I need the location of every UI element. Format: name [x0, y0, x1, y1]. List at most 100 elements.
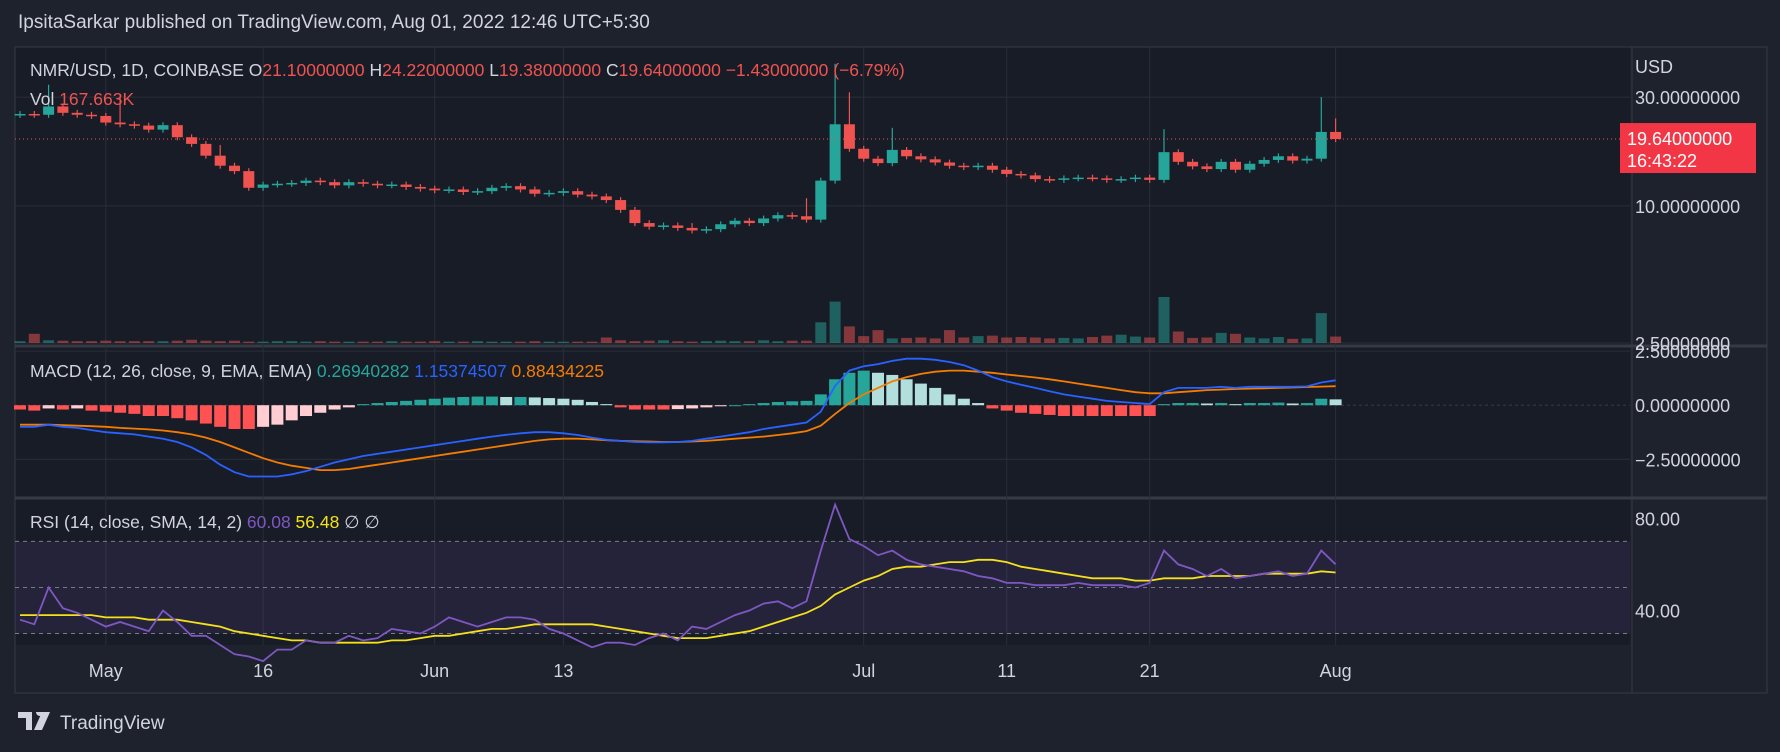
volume-bar	[686, 341, 698, 343]
volume-bar	[372, 341, 383, 343]
macd-histogram-bar	[314, 405, 327, 413]
tradingview-logo[interactable]: TradingView	[18, 708, 165, 736]
macd-histogram-bar	[1043, 405, 1056, 415]
macd-histogram-bar	[1272, 402, 1285, 406]
last-price-value: 19.64000000	[1627, 129, 1732, 149]
macd-histogram-bar	[671, 405, 684, 410]
volume-bar	[457, 341, 469, 343]
volume-bar	[329, 341, 341, 343]
volume-bar	[986, 335, 998, 343]
candle-body	[1129, 177, 1141, 180]
candle-body	[529, 189, 541, 194]
candle-body	[86, 114, 97, 117]
macd-histogram-bar	[56, 405, 69, 410]
candle-body	[1029, 175, 1041, 180]
macd-histogram-bar	[1215, 403, 1228, 406]
volume-bar	[1058, 337, 1070, 343]
macd-histogram-bar	[199, 405, 212, 424]
candle-body	[1187, 161, 1199, 167]
candle-body	[1230, 161, 1241, 170]
volume-bar	[1287, 338, 1299, 343]
macd-histogram-bar	[1301, 403, 1313, 406]
volume-bar	[186, 339, 198, 343]
macd-histogram-bar	[371, 403, 384, 406]
macd-histogram-bar	[800, 400, 813, 406]
macd-signal-value: 0.88434225	[512, 361, 604, 381]
macd-histogram-bar	[42, 405, 55, 409]
candle-body	[829, 124, 841, 181]
volume-bar	[171, 340, 183, 343]
publisher-header: IpsitaSarkar published on TradingView.co…	[18, 12, 650, 33]
macd-histogram-bar	[171, 405, 184, 419]
volume-value: 167.663K	[59, 89, 134, 109]
volume-bar	[486, 341, 498, 343]
candlesticks	[14, 63, 1630, 234]
macd-histogram-bar	[300, 405, 312, 417]
volume-bar	[572, 341, 584, 343]
volume-bar	[343, 341, 355, 343]
macd-histogram-bar	[228, 405, 241, 429]
macd-histogram-bar	[757, 403, 770, 406]
candle-body	[157, 125, 169, 130]
candle-body	[128, 124, 140, 126]
volume-bar	[229, 340, 240, 343]
candle-body	[286, 182, 298, 185]
candle-body	[915, 156, 927, 160]
candle-body	[1215, 161, 1227, 170]
volume-bar	[257, 341, 269, 343]
macd-histogram-bar	[357, 404, 370, 406]
volume-bar	[829, 301, 841, 343]
macd-histogram-bar	[443, 397, 455, 406]
volume-bar	[958, 337, 970, 343]
candle-body	[1044, 179, 1056, 181]
candle-body	[200, 143, 212, 156]
candle-body	[314, 180, 326, 183]
symbol-name: NMR/USD, 1D, COINBASE	[30, 60, 249, 80]
volume-bar	[672, 341, 684, 343]
macd-histogram-bar	[843, 372, 856, 406]
volume-bar	[472, 341, 484, 343]
volume-bar	[643, 340, 655, 343]
volume-bar	[286, 341, 298, 343]
candle-body	[615, 200, 627, 210]
rsi-pane	[15, 501, 1630, 663]
macd-histogram-bar	[400, 400, 413, 406]
macd-histogram-bar	[1315, 398, 1328, 406]
macd-histogram-bar	[657, 405, 670, 410]
candle-body	[972, 165, 984, 168]
macd-histogram-bar	[214, 405, 227, 427]
volume-bar	[157, 341, 169, 343]
macd-histogram-bar	[729, 405, 741, 407]
macd-histogram-bar	[1243, 403, 1256, 406]
volume-bar	[500, 341, 512, 343]
candle-body	[1301, 158, 1313, 161]
candle-body	[958, 165, 970, 168]
volume-bar	[28, 333, 40, 343]
candle-body	[414, 186, 426, 189]
macd-histogram-bar	[686, 405, 699, 409]
volume-bar	[1272, 337, 1284, 343]
volume-bar	[1301, 338, 1313, 343]
candle-body	[1330, 131, 1342, 140]
macd-histogram-bar	[1258, 403, 1271, 406]
macd-title: MACD (12, 26, close, 9, EMA, EMA)	[30, 361, 317, 381]
macd-histogram-bar	[14, 405, 26, 410]
volume-bar	[858, 336, 870, 343]
macd-histogram-bar	[342, 405, 355, 408]
candle-body	[1101, 178, 1113, 180]
open-value: 21.10000000	[262, 60, 369, 80]
volume-bar	[357, 341, 369, 343]
macd-histogram-bar	[972, 403, 985, 406]
macd-histogram-bar	[714, 405, 727, 407]
rsi-legend: RSI (14, close, SMA, 14, 2) 60.08 56.48 …	[30, 512, 380, 532]
rsi-title: RSI (14, close, SMA, 14, 2)	[30, 512, 247, 532]
candle-body	[729, 220, 741, 225]
macd-histogram-bar	[900, 379, 913, 406]
volume-bar	[300, 341, 312, 343]
tradingview-logo-text: TradingView	[60, 713, 165, 734]
macd-tick-label: 0.00000000	[1635, 396, 1730, 416]
candle-body	[386, 184, 398, 187]
candle-body	[600, 196, 612, 201]
volume-bar	[929, 338, 941, 343]
